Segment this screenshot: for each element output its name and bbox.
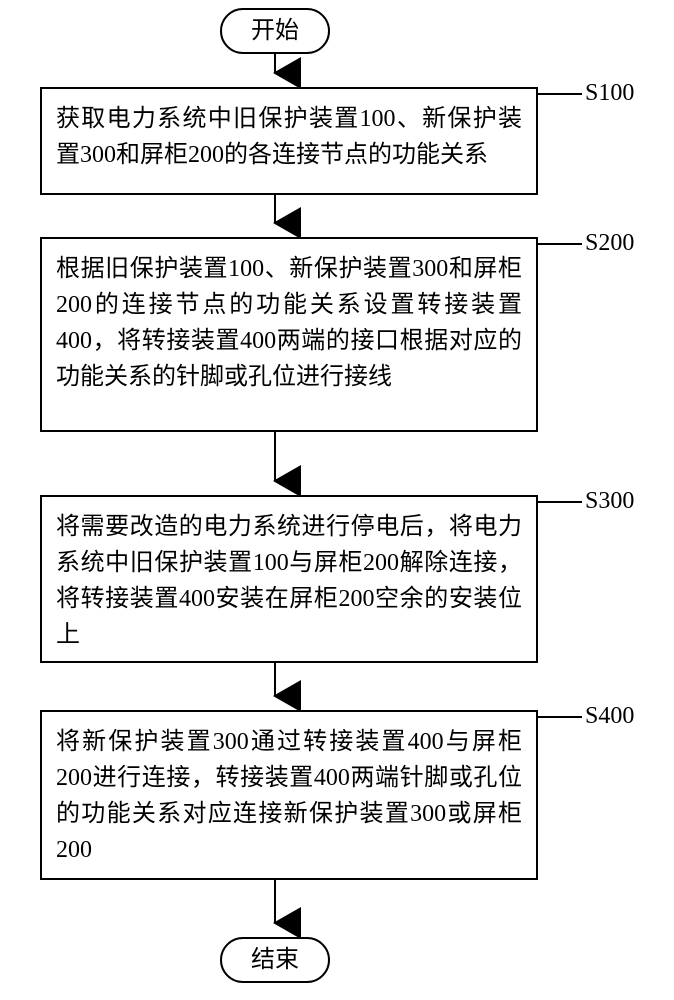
- step-s200: 根据旧保护装置100、新保护装置300和屏柜200的连接节点的功能关系设置转接装…: [40, 237, 538, 432]
- leader-s400: [538, 716, 582, 718]
- label-s100: S100: [585, 80, 634, 107]
- leader-s200: [538, 243, 582, 245]
- flowchart-canvas: 开始 获取电力系统中旧保护装置100、新保护装置300和屏柜200的各连接节点的…: [0, 0, 674, 1000]
- step-s100: 获取电力系统中旧保护装置100、新保护装置300和屏柜200的各连接节点的功能关…: [40, 87, 538, 195]
- leader-s100: [538, 93, 582, 95]
- label-s300: S300: [585, 488, 634, 515]
- step-s300: 将需要改造的电力系统进行停电后，将电力系统中旧保护装置100与屏柜200解除连接…: [40, 495, 538, 663]
- start-node: 开始: [220, 8, 330, 54]
- leader-s300: [538, 501, 582, 503]
- end-node: 结束: [220, 937, 330, 983]
- label-s400: S400: [585, 703, 634, 730]
- label-s200: S200: [585, 230, 634, 257]
- step-s400: 将新保护装置300通过转接装置400与屏柜200进行连接，转接装置400两端针脚…: [40, 710, 538, 880]
